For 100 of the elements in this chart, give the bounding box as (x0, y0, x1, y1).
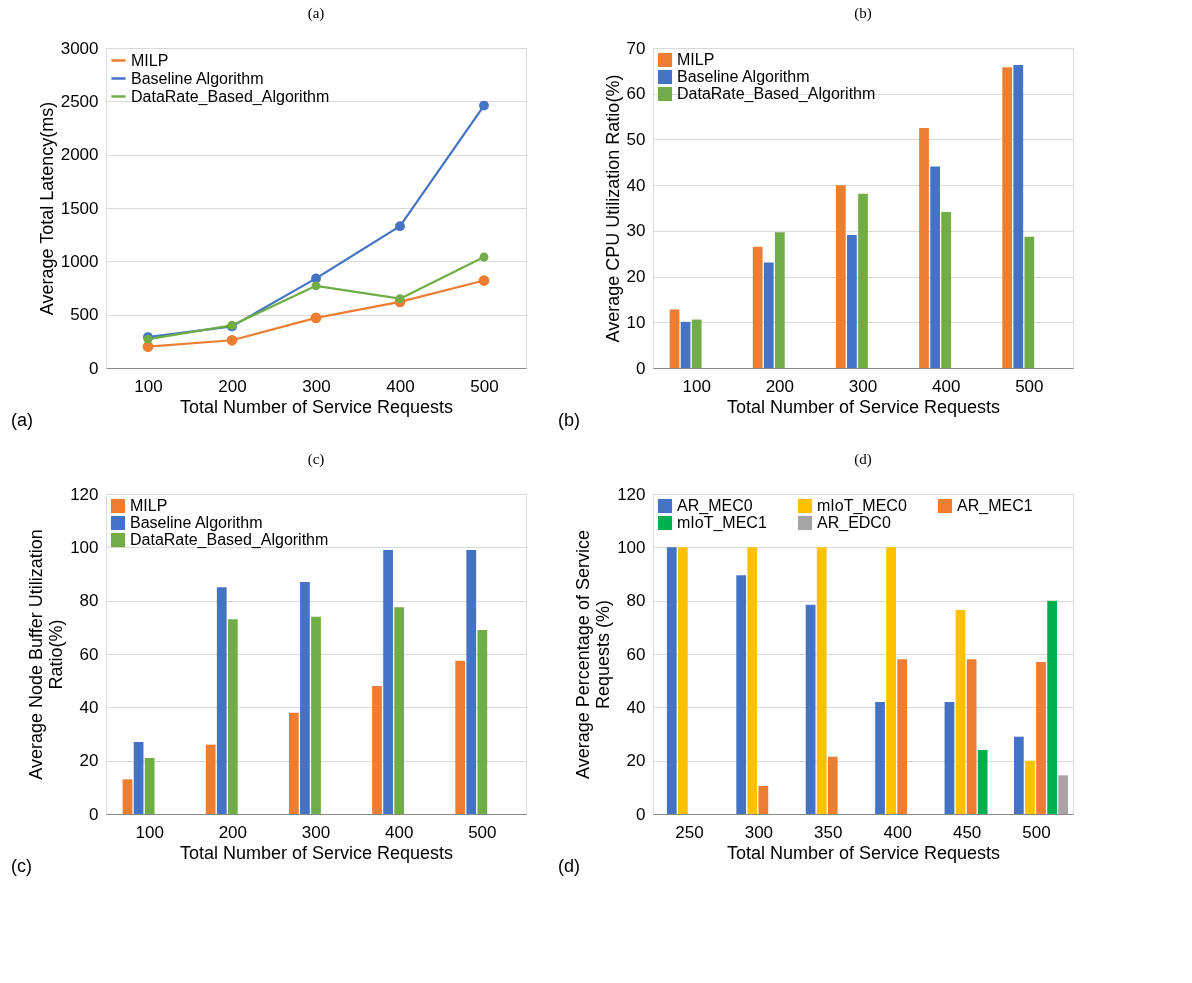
y-tick-label: 0 (89, 358, 99, 378)
x-tick-label: 300 (744, 822, 774, 842)
x-tick-label: 200 (765, 376, 795, 396)
point (479, 252, 489, 262)
bar (133, 742, 144, 814)
bar (205, 744, 216, 814)
legend-label: MILP (131, 51, 169, 69)
bar (919, 128, 929, 368)
bar (288, 712, 299, 814)
y-tick-label: 60 (79, 644, 99, 664)
x-tick-label: 400 (384, 822, 414, 842)
y-tick-label: 2000 (60, 145, 99, 165)
bar (372, 686, 382, 814)
text: (c) (11, 856, 32, 876)
bar (666, 547, 677, 814)
text: (b) (558, 410, 580, 430)
bar (1002, 67, 1013, 368)
legend-label: DataRate_Based_Algorithm (130, 531, 329, 549)
bar (477, 630, 488, 814)
y-tick-label: 1500 (60, 198, 99, 218)
y-tick-label: 20 (626, 751, 646, 771)
x-axis-title: Total Number of Service Requests (179, 396, 454, 417)
bar (875, 702, 885, 814)
y-tick-label: 0 (636, 804, 646, 824)
x-tick-label: 400 (931, 376, 961, 396)
x-axis-title: Total Number of Service Requests (726, 396, 1001, 417)
point (479, 100, 489, 111)
x-tick-label: 500 (468, 822, 497, 842)
x-tick-label: 450 (952, 822, 982, 842)
text: (a) (11, 410, 33, 430)
bar (758, 786, 769, 814)
x-tick-label: 300 (848, 376, 878, 396)
legend-label: mIoT_MEC1 (677, 514, 767, 532)
bar (677, 547, 688, 814)
y-tick-label: 60 (626, 84, 646, 104)
x-tick-label: 350 (814, 822, 843, 842)
y-axis-title: Average Node Buffer Utilization Ratio(%) (26, 529, 67, 780)
bar (736, 575, 747, 814)
bar (300, 582, 310, 814)
x-axis-title: Total Number of Service Requests (726, 842, 1001, 863)
legend-label: DataRate_Based_Algorithm (131, 87, 330, 106)
bar (805, 604, 816, 814)
bar (227, 619, 238, 814)
bar (383, 550, 393, 814)
chart-title: (b) (854, 5, 872, 22)
y-tick-label: 40 (626, 175, 646, 195)
bar (1013, 64, 1024, 368)
y-tick-label: 70 (626, 38, 646, 58)
y-tick-label: 100 (617, 537, 646, 557)
x-tick-label: 200 (218, 376, 247, 396)
legend-label: AR_MEC1 (957, 497, 1033, 515)
point (478, 275, 490, 286)
bar (858, 193, 868, 368)
y-tick-label: 10 (626, 312, 646, 332)
legend-label: mIoT_MEC0 (817, 497, 907, 515)
point (311, 281, 321, 291)
legend-label: AR_EDC0 (817, 514, 891, 532)
legend-label: AR_MEC0 (677, 497, 753, 515)
bar (1047, 600, 1057, 814)
x-tick-label: 250 (675, 822, 704, 842)
y-tick-label: 60 (626, 644, 646, 664)
y-axis-title: Average CPU Utilization Ratio(%) (602, 74, 623, 343)
bar (897, 659, 908, 814)
bar (930, 166, 940, 368)
legend-label: MILP (130, 497, 168, 514)
bar (1024, 236, 1035, 368)
y-tick-label: 2500 (60, 91, 99, 111)
bar (680, 321, 691, 368)
legend-label: DataRate_Based_Algorithm (677, 85, 876, 103)
x-tick-label: 100 (135, 822, 164, 842)
x-tick-label: 500 (1015, 376, 1044, 396)
x-tick-label: 300 (301, 822, 331, 842)
bar (669, 309, 680, 368)
bar (763, 262, 774, 368)
x-tick-label: 400 (883, 822, 912, 842)
y-tick-label: 80 (626, 591, 646, 611)
y-tick-label: 80 (79, 591, 99, 611)
text: (d) (558, 856, 580, 876)
legend-label: Baseline Algorithm (677, 68, 810, 85)
point (310, 312, 322, 324)
chart-title: (d) (854, 451, 872, 468)
bar (1013, 736, 1024, 814)
y-tick-label: 120 (617, 484, 646, 504)
bar (774, 232, 785, 368)
y-tick-label: 20 (79, 751, 99, 771)
bar (311, 616, 321, 814)
bar (691, 319, 702, 368)
y-tick-label: 50 (626, 129, 646, 149)
chart-title: (c) (307, 451, 325, 468)
bar (835, 185, 846, 368)
y-tick-label: 30 (626, 221, 646, 241)
y-tick-label: 120 (70, 484, 99, 504)
x-tick-label: 500 (470, 376, 499, 396)
bar (1036, 662, 1046, 814)
point (395, 294, 405, 304)
y-tick-label: 500 (70, 305, 99, 325)
bar (1025, 760, 1035, 814)
bar (394, 607, 405, 814)
bar (216, 587, 227, 814)
y-tick-label: 20 (626, 267, 646, 287)
